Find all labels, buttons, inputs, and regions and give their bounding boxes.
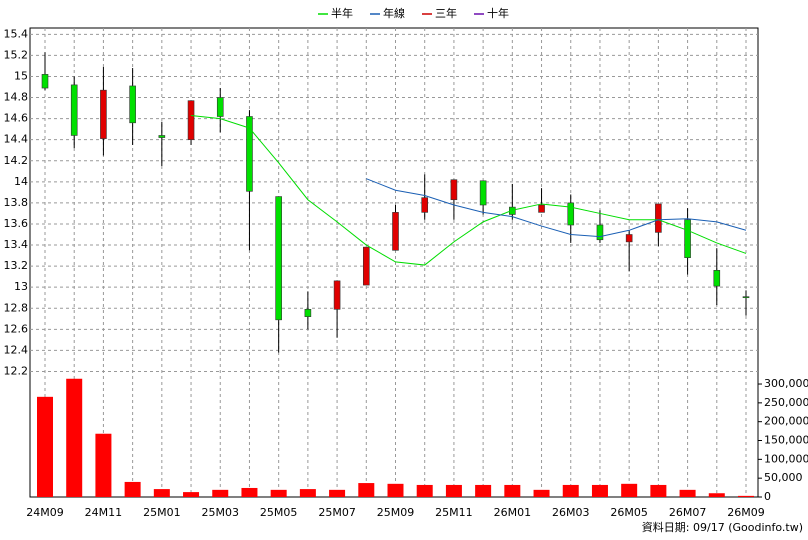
volume-bar	[212, 489, 229, 497]
ma-line	[190, 114, 747, 266]
candle-body	[187, 100, 195, 140]
volume-bar	[562, 484, 579, 497]
volume-bar	[270, 489, 287, 497]
y2-tick-label: 250,000	[764, 396, 808, 409]
candle-body	[216, 97, 224, 117]
x-tick-label: 25M09	[377, 506, 415, 519]
y2-tick-label: 150,000	[764, 434, 808, 447]
candle-body	[713, 270, 721, 287]
y-tick-label: 13.4	[4, 238, 29, 251]
candle-body	[304, 309, 312, 317]
volume-bar	[591, 484, 608, 497]
volume-bar	[445, 484, 462, 497]
candle-body	[333, 280, 341, 310]
plot-frame	[29, 27, 759, 498]
candle-body	[421, 197, 429, 213]
candle-body	[450, 179, 458, 201]
x-tick-label: 25M07	[318, 506, 356, 519]
volume-bar	[183, 492, 200, 497]
volume-bar	[416, 484, 433, 497]
y-tick-label: 13.8	[4, 196, 29, 209]
volume-bar	[124, 481, 141, 497]
volume-bar	[387, 483, 404, 497]
candle-body	[684, 219, 691, 258]
y2-tick-label: 200,000	[764, 415, 808, 428]
candle-body	[129, 85, 136, 124]
y-tick-label: 12.4	[4, 343, 29, 356]
volume-bar	[504, 484, 521, 497]
candle-body	[567, 202, 575, 226]
x-tick-label: 26M09	[727, 506, 765, 519]
y-tick-label: 12.8	[4, 301, 29, 314]
volume-bar	[37, 396, 53, 497]
candle-body	[41, 74, 49, 89]
candle-body	[392, 212, 399, 251]
volume-bar	[650, 484, 667, 497]
x-tick-label: 25M11	[435, 506, 473, 519]
y-tick-label: 13.2	[4, 259, 29, 272]
volume-bar	[329, 489, 346, 497]
candle-body	[362, 246, 370, 286]
x-tick-label: 26M05	[610, 506, 648, 519]
y-tick-label: 13.6	[4, 217, 29, 230]
volume-bar	[621, 483, 638, 497]
y-tick-label: 14.8	[4, 91, 29, 104]
candle-body	[100, 89, 107, 139]
candle-body	[655, 203, 662, 233]
candle-body	[742, 296, 750, 299]
volume-bar	[708, 493, 725, 497]
y-tick-label: 14.2	[4, 154, 29, 167]
volume-bar	[679, 489, 696, 497]
x-tick-label: 25M01	[143, 506, 181, 519]
volume-bar	[153, 489, 170, 497]
x-tick-label: 25M05	[260, 506, 298, 519]
volume-bar	[95, 433, 112, 497]
footer: 資料日期: 09/17 (Goodinfo.tw)	[642, 520, 803, 534]
volume-bar	[533, 489, 550, 497]
legend-label: 三年	[435, 6, 457, 20]
ma-line	[366, 178, 747, 238]
y-tick-label: 13	[14, 280, 28, 293]
candle-body	[538, 204, 545, 213]
y2-tick-label: 0	[764, 490, 771, 503]
legend-label: 年線	[383, 6, 405, 20]
candle-body	[275, 196, 282, 321]
y-tick-label: 12.2	[4, 364, 29, 377]
candle-body	[246, 116, 253, 192]
x-tick-label: 26M03	[552, 506, 590, 519]
y-tick-label: 15.4	[4, 27, 29, 40]
volume-bar	[738, 495, 754, 497]
legend: 半年 年線 三年 十年	[318, 6, 509, 20]
candle-body	[70, 84, 78, 136]
volume-bar	[358, 483, 375, 497]
x-tick-label: 26M01	[494, 506, 532, 519]
candle-body	[596, 224, 604, 241]
y-tick-label: 15.2	[4, 48, 29, 61]
y-tick-label: 14.6	[4, 112, 29, 125]
candle-body	[625, 234, 633, 243]
y-tick-label: 15	[14, 69, 28, 82]
x-tick-label: 25M03	[202, 506, 240, 519]
y2-tick-label: 50,000	[764, 471, 803, 484]
x-tick-label: 24M09	[26, 506, 64, 519]
legend-label: 十年	[487, 6, 509, 20]
volume-bar	[66, 378, 83, 497]
legend-label: 半年	[331, 6, 353, 20]
y2-tick-label: 300,000	[764, 377, 808, 390]
x-tick-label: 26M07	[669, 506, 707, 519]
y2-tick-label: 100,000	[764, 452, 808, 465]
y-tick-label: 12.6	[4, 322, 29, 335]
y-tick-label: 14.4	[4, 133, 29, 146]
volume-bar	[299, 489, 316, 497]
volume-bar	[475, 484, 492, 497]
x-tick-label: 24M11	[85, 506, 123, 519]
candle-body	[479, 180, 487, 206]
volume-bar	[241, 487, 258, 497]
y-tick-label: 14	[14, 175, 28, 188]
candle-body	[158, 135, 166, 138]
